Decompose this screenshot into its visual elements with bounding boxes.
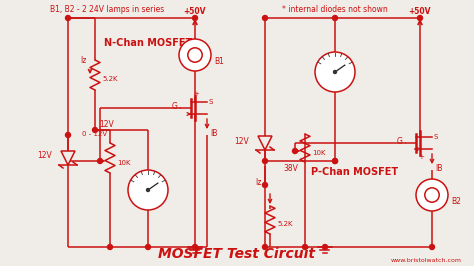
Circle shape <box>263 182 267 188</box>
Circle shape <box>334 70 337 73</box>
Circle shape <box>332 159 337 164</box>
Circle shape <box>429 244 435 250</box>
Text: www.bristolwatch.com: www.bristolwatch.com <box>391 259 462 264</box>
Text: N-Chan MOSFET: N-Chan MOSFET <box>104 38 192 48</box>
Circle shape <box>146 244 151 250</box>
Text: +: + <box>193 91 199 97</box>
Text: G: G <box>172 102 178 111</box>
Circle shape <box>292 148 298 153</box>
Circle shape <box>146 189 149 192</box>
Circle shape <box>263 15 267 20</box>
Text: Iz: Iz <box>80 56 86 65</box>
Text: +: + <box>142 172 148 181</box>
Text: MOSFET Test Circuit: MOSFET Test Circuit <box>158 247 316 261</box>
Text: B1: B1 <box>214 56 224 65</box>
Circle shape <box>179 39 211 71</box>
Text: P-Chan MOSFET: P-Chan MOSFET <box>311 167 399 177</box>
Circle shape <box>65 15 71 20</box>
Circle shape <box>192 15 198 20</box>
Circle shape <box>188 48 202 62</box>
Text: +50V: +50V <box>184 7 206 16</box>
Circle shape <box>263 159 267 164</box>
Polygon shape <box>61 151 75 165</box>
Text: 12V: 12V <box>37 152 52 160</box>
Text: 38V: 38V <box>283 164 298 173</box>
Text: G: G <box>397 137 403 146</box>
Text: 5.2K: 5.2K <box>102 76 118 82</box>
Text: IB: IB <box>210 129 218 138</box>
Circle shape <box>332 159 337 164</box>
Circle shape <box>65 132 71 138</box>
Text: S: S <box>434 134 438 140</box>
Text: +50V: +50V <box>409 7 431 16</box>
Text: Iz: Iz <box>255 178 261 187</box>
Text: S: S <box>209 99 213 105</box>
Circle shape <box>322 244 328 250</box>
Circle shape <box>425 188 439 202</box>
Text: 10K: 10K <box>312 150 326 156</box>
Text: 10K: 10K <box>117 160 130 166</box>
Circle shape <box>418 15 422 20</box>
Circle shape <box>416 179 448 211</box>
Circle shape <box>98 159 102 164</box>
Circle shape <box>108 244 112 250</box>
Circle shape <box>192 244 198 250</box>
Circle shape <box>92 127 98 132</box>
Circle shape <box>332 15 337 20</box>
Text: +: + <box>328 54 336 63</box>
Text: * internal diodes not shown: * internal diodes not shown <box>282 5 388 14</box>
Circle shape <box>302 244 308 250</box>
Text: 5.2K: 5.2K <box>277 221 292 227</box>
Text: 0 - 12V: 0 - 12V <box>82 131 107 137</box>
Polygon shape <box>258 136 272 150</box>
Text: 12V: 12V <box>234 136 249 146</box>
Circle shape <box>263 244 267 250</box>
Circle shape <box>128 170 168 210</box>
Text: IB: IB <box>435 164 442 173</box>
Text: +: + <box>418 154 424 160</box>
Circle shape <box>315 52 355 92</box>
Text: 12V: 12V <box>99 120 114 129</box>
Text: B1, B2 - 2 24V lamps in series: B1, B2 - 2 24V lamps in series <box>50 5 164 14</box>
Text: B2: B2 <box>451 197 461 206</box>
